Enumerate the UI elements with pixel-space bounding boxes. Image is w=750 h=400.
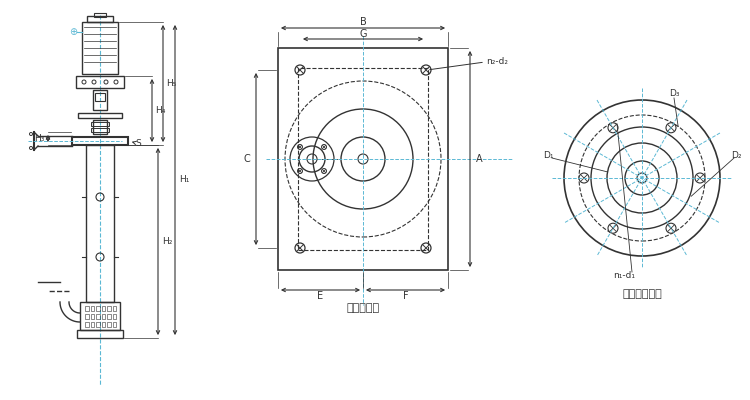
Circle shape xyxy=(695,173,705,183)
Bar xyxy=(107,306,110,311)
Bar xyxy=(96,314,100,319)
Text: ⊕: ⊕ xyxy=(69,27,77,37)
Bar xyxy=(91,128,109,132)
Bar xyxy=(91,314,94,319)
Bar xyxy=(96,306,100,311)
Text: D₁: D₁ xyxy=(543,152,554,160)
Bar xyxy=(76,76,124,88)
Circle shape xyxy=(608,123,618,133)
Bar xyxy=(96,322,100,327)
Bar xyxy=(112,322,116,327)
Text: G: G xyxy=(359,29,367,39)
Bar xyxy=(94,13,106,17)
Bar xyxy=(82,22,118,74)
Bar xyxy=(107,322,110,327)
Text: n₂-d₂: n₂-d₂ xyxy=(486,58,508,66)
Circle shape xyxy=(579,173,589,183)
Bar xyxy=(91,322,94,327)
Circle shape xyxy=(295,243,305,253)
Bar xyxy=(77,330,123,338)
Text: H₃: H₃ xyxy=(34,134,44,143)
Bar xyxy=(278,48,448,270)
Bar xyxy=(91,122,109,126)
Bar xyxy=(298,68,428,250)
Text: S: S xyxy=(135,138,141,148)
Text: D₂: D₂ xyxy=(730,152,741,160)
Text: H₄: H₄ xyxy=(154,106,165,115)
Bar xyxy=(87,16,113,22)
Bar xyxy=(85,306,88,311)
Bar xyxy=(85,322,88,327)
Bar xyxy=(107,314,110,319)
Bar xyxy=(78,113,122,118)
Circle shape xyxy=(666,223,676,233)
Bar xyxy=(93,120,107,134)
Bar xyxy=(95,93,105,101)
Bar xyxy=(91,306,94,311)
Text: A: A xyxy=(476,154,482,164)
Text: D₃: D₃ xyxy=(669,90,680,98)
Bar xyxy=(112,314,116,319)
Text: （出口法兰）: （出口法兰） xyxy=(622,289,662,299)
Bar xyxy=(72,137,128,145)
Circle shape xyxy=(295,65,305,75)
Bar xyxy=(101,306,105,311)
Bar xyxy=(112,306,116,311)
Text: C: C xyxy=(244,154,250,164)
Text: H₁: H₁ xyxy=(178,176,189,184)
Text: （安装板）: （安装板） xyxy=(346,303,380,313)
Bar xyxy=(85,314,88,319)
Bar xyxy=(101,322,105,327)
Circle shape xyxy=(608,223,618,233)
Bar xyxy=(86,145,114,302)
Bar xyxy=(93,90,107,110)
Bar xyxy=(80,302,120,330)
Text: F: F xyxy=(403,291,408,301)
Bar xyxy=(101,314,105,319)
Circle shape xyxy=(421,243,431,253)
Circle shape xyxy=(421,65,431,75)
Circle shape xyxy=(666,123,676,133)
Text: B: B xyxy=(360,17,366,27)
Text: H₅: H₅ xyxy=(166,79,176,88)
Text: H₂: H₂ xyxy=(162,237,172,246)
Text: E: E xyxy=(317,291,323,301)
Text: n₁-d₁: n₁-d₁ xyxy=(613,272,635,280)
